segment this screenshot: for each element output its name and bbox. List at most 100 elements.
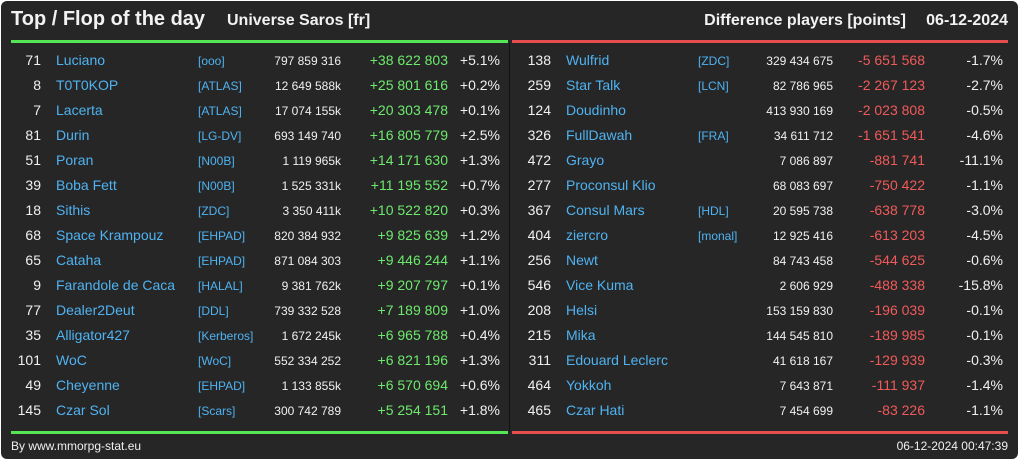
player-name-link[interactable]: Luciano <box>56 52 106 68</box>
table-row: 77 Dealer2Deut [DDL] 739 332 528 +7 189 809 +… <box>1 298 509 323</box>
player-rank: 465 <box>527 402 551 418</box>
table-row: 472 Grayo 7 086 897 -881 741 -11.1% <box>511 148 1018 173</box>
top-divider-green <box>11 40 508 43</box>
table-row: 367 Consul Mars [HDL] 20 595 738 -638 778 -3.… <box>511 198 1018 223</box>
alliance-tag-link[interactable]: [LCN] <box>698 79 729 93</box>
percent-change: +1.2% <box>459 227 500 243</box>
alliance-tag-link[interactable]: [Kerberos] <box>198 329 254 343</box>
percent-change: +0.7% <box>459 177 500 193</box>
player-name-link[interactable]: Space Krampouz <box>56 227 164 243</box>
alliance-tag-link[interactable]: [HALAL] <box>198 279 243 293</box>
player-rank: 215 <box>527 327 551 343</box>
player-name-link[interactable]: Star Talk <box>566 77 621 93</box>
player-points: 41 618 167 <box>772 354 833 368</box>
alliance-tag-link[interactable]: [LG-DV] <box>198 129 242 143</box>
alliance-tag-link[interactable]: [DDL] <box>198 304 229 318</box>
player-points: 871 084 303 <box>274 254 341 268</box>
player-name-link[interactable]: Wulfrid <box>566 52 610 68</box>
player-name-link[interactable]: Newt <box>566 252 598 268</box>
player-name-link[interactable]: Sithis <box>56 202 91 218</box>
player-points: 84 743 458 <box>772 254 833 268</box>
table-row: 465 Czar Hati 7 454 699 -83 226 -1.1% <box>511 398 1018 423</box>
player-name-link[interactable]: FullDawah <box>566 127 633 143</box>
percent-change: +0.1% <box>459 102 500 118</box>
percent-change: -3.0% <box>966 202 1003 218</box>
player-points: 7 086 897 <box>779 154 833 168</box>
player-rank: 71 <box>25 52 41 68</box>
player-name-link[interactable]: ziercro <box>566 227 609 243</box>
alliance-tag-link[interactable]: [FRA] <box>698 129 729 143</box>
player-points: 68 083 697 <box>772 179 833 193</box>
player-rank: 326 <box>527 127 551 143</box>
percent-change: -11.1% <box>959 152 1003 168</box>
table-row: 8 T0T0KOP [ATLAS] 12 649 588k +25 801 616 +0.… <box>1 73 509 98</box>
alliance-tag-link[interactable]: [EHPAD] <box>198 254 246 268</box>
player-points: 820 384 932 <box>274 229 341 243</box>
alliance-tag-link[interactable]: [N00B] <box>198 154 235 168</box>
percent-change: +0.6% <box>459 377 500 393</box>
player-name-link[interactable]: WoC <box>56 352 87 368</box>
player-points: 144 545 810 <box>766 329 833 343</box>
alliance-tag-link[interactable]: [HDL] <box>698 204 729 218</box>
alliance-tag-link[interactable]: [ooo] <box>198 54 225 68</box>
alliance-tag-link[interactable]: [Scars] <box>198 404 236 418</box>
player-name-link[interactable]: Consul Mars <box>566 202 645 218</box>
player-rank: 311 <box>528 352 551 368</box>
percent-change: -1.7% <box>966 52 1003 68</box>
player-name-link[interactable]: Cataha <box>56 252 102 268</box>
universe-label: Universe Saros [fr] <box>227 12 371 29</box>
alliance-tag-link[interactable]: [N00B] <box>198 179 235 193</box>
player-name-link[interactable]: Czar Hati <box>566 402 625 418</box>
table-row: 9 Farandole de Caca [HALAL] 9 381 762k +9 20… <box>1 273 509 298</box>
player-name-link[interactable]: Doudinho <box>566 102 626 118</box>
alliance-tag-link[interactable]: [monal] <box>698 229 738 243</box>
table-row: 259 Star Talk [LCN] 82 786 965 -2 267 123 -2.… <box>511 73 1018 98</box>
alliance-tag-link[interactable]: [EHPAD] <box>198 229 246 243</box>
player-name-link[interactable]: Czar Sol <box>56 402 110 418</box>
percent-change: +5.1% <box>459 52 500 68</box>
player-name-link[interactable]: Dealer2Deut <box>56 302 135 318</box>
player-rank: 367 <box>527 202 551 218</box>
player-name-link[interactable]: Alligator427 <box>56 327 130 343</box>
points-difference: +10 522 820 <box>369 202 448 218</box>
points-difference: +5 254 151 <box>377 402 448 418</box>
player-name-link[interactable]: Poran <box>56 152 94 168</box>
page-title: Top / Flop of the day <box>11 8 206 30</box>
player-name-link[interactable]: Farandole de Caca <box>56 277 176 293</box>
percent-change: +1.1% <box>459 252 500 268</box>
player-name-link[interactable]: Edouard Leclerc <box>566 352 668 368</box>
player-name-link[interactable]: Helsi <box>566 302 598 318</box>
player-rank: 277 <box>527 177 551 193</box>
player-name-link[interactable]: Proconsul Klio <box>566 177 656 193</box>
metric-label: Difference players [points] <box>704 12 906 29</box>
player-name-link[interactable]: Boba Fett <box>56 177 117 193</box>
source-credit[interactable]: By www.mmorpg-stat.eu <box>11 439 142 453</box>
percent-change: -0.3% <box>966 352 1003 368</box>
alliance-tag-link[interactable]: [ATLAS] <box>198 79 242 93</box>
percent-change: +1.3% <box>459 352 500 368</box>
player-name-link[interactable]: Yokkoh <box>566 377 612 393</box>
table-row: 464 Yokkoh 7 643 871 -111 937 -1.4% <box>511 373 1018 398</box>
alliance-tag-link[interactable]: [ATLAS] <box>198 104 242 118</box>
player-name-link[interactable]: Durin <box>56 127 90 143</box>
percent-change: +1.0% <box>459 302 500 318</box>
percent-change: +0.1% <box>459 277 500 293</box>
alliance-tag-link[interactable]: [EHPAD] <box>198 379 246 393</box>
player-name-link[interactable]: Vice Kuma <box>566 277 634 293</box>
player-rank: 81 <box>25 127 41 143</box>
alliance-tag-link[interactable]: [ZDC] <box>698 54 730 68</box>
alliance-tag-link[interactable]: [ZDC] <box>198 204 230 218</box>
player-name-link[interactable]: T0T0KOP <box>56 77 119 93</box>
player-name-link[interactable]: Mika <box>566 327 596 343</box>
table-row: 404 ziercro [monal] 12 925 416 -613 203 -4.5% <box>511 223 1018 248</box>
player-points: 9 381 762k <box>281 279 341 293</box>
points-difference: +7 189 809 <box>377 302 448 318</box>
points-difference: -881 741 <box>869 152 925 168</box>
player-name-link[interactable]: Cheyenne <box>56 377 120 393</box>
alliance-tag-link[interactable]: [WoC] <box>198 354 232 368</box>
player-rank: 68 <box>25 227 41 243</box>
percent-change: -0.1% <box>966 302 1003 318</box>
player-name-link[interactable]: Lacerta <box>56 102 103 118</box>
player-name-link[interactable]: Grayo <box>566 152 605 168</box>
percent-change: -15.8% <box>958 277 1003 293</box>
